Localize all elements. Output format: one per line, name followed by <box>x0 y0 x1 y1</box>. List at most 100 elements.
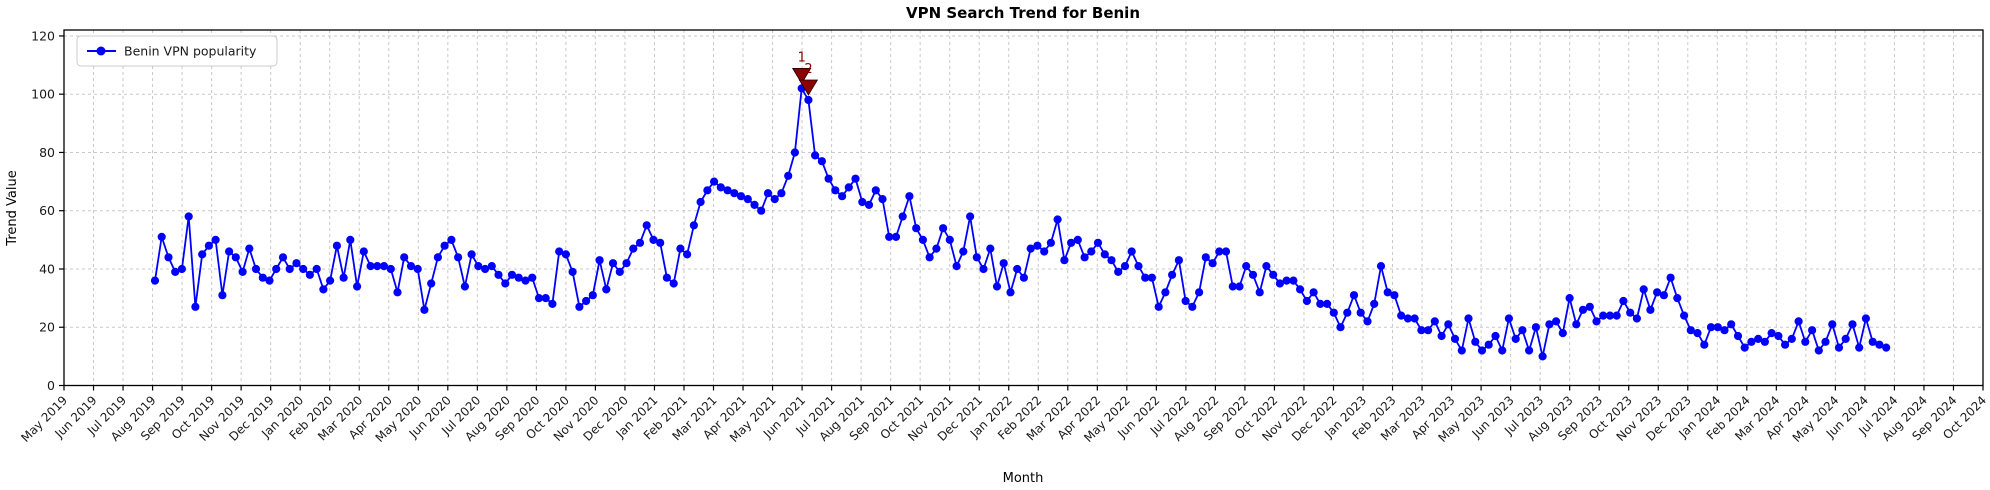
plot-border <box>63 29 1984 387</box>
data-point-marker <box>501 279 510 288</box>
data-point-marker <box>891 232 901 241</box>
data-point-marker <box>150 276 160 285</box>
data-point-marker <box>925 253 934 262</box>
data-point-marker <box>1013 264 1022 274</box>
data-point-marker <box>750 200 759 209</box>
data-point-marker <box>1053 215 1062 224</box>
y-tick-label: 0 <box>47 378 55 393</box>
data-point-marker <box>319 285 328 294</box>
data-point-marker <box>959 247 968 256</box>
data-point-marker <box>811 151 820 160</box>
data-point-marker <box>1356 308 1365 317</box>
data-point-marker <box>1572 320 1581 329</box>
data-point-marker <box>1040 247 1049 256</box>
data-point-marker <box>1221 247 1231 256</box>
data-point-marker <box>1545 320 1554 329</box>
data-point-marker <box>1107 256 1116 265</box>
data-point-marker <box>1558 329 1567 338</box>
data-point-marker <box>575 302 584 311</box>
data-point-marker <box>1316 299 1325 308</box>
y-tick-label: 60 <box>39 203 55 218</box>
data-point-marker <box>817 157 827 166</box>
data-point-marker <box>1006 288 1015 297</box>
data-point-marker <box>278 253 288 262</box>
data-point-marker <box>225 247 234 256</box>
data-point-marker <box>460 282 469 291</box>
data-point-marker <box>939 224 948 233</box>
data-point-marker <box>292 259 301 268</box>
data-point-marker <box>494 270 503 279</box>
data-point-marker <box>1242 262 1251 271</box>
data-point-marker <box>649 235 658 244</box>
data-point-marker <box>1632 314 1641 323</box>
annotations-layer: 12 <box>791 50 819 96</box>
data-point-marker <box>1215 247 1224 256</box>
data-point-marker <box>1605 311 1615 320</box>
data-point-marker <box>1450 334 1460 343</box>
x-axis-label: Month <box>1003 471 1044 486</box>
data-point-marker <box>1531 323 1540 332</box>
data-point-marker <box>905 192 914 201</box>
data-point-marker <box>406 262 416 271</box>
data-point-marker <box>1147 273 1156 282</box>
data-point-marker <box>1100 250 1109 259</box>
data-point-marker <box>1383 288 1392 297</box>
data-point-marker <box>1410 314 1419 323</box>
data-point-marker <box>1673 294 1682 303</box>
data-point-marker <box>1713 323 1722 332</box>
legend-marker-icon <box>96 46 106 56</box>
data-point-marker <box>534 294 544 303</box>
data-point-marker <box>1141 273 1150 282</box>
data-point-marker <box>1161 288 1170 297</box>
data-point-marker <box>440 241 449 250</box>
y-tick-label: 20 <box>39 320 55 335</box>
data-point-marker <box>1363 317 1372 326</box>
data-point-marker <box>454 253 463 262</box>
data-point-marker <box>177 264 186 274</box>
data-point-marker <box>1269 270 1278 279</box>
data-point-marker <box>1599 311 1608 320</box>
data-point-marker <box>1228 282 1237 291</box>
data-point-marker <box>1033 241 1042 250</box>
data-point-marker <box>1093 238 1103 247</box>
data-point-marker <box>1814 346 1823 355</box>
data-point-marker <box>1538 352 1547 361</box>
data-point-marker <box>986 244 995 253</box>
data-point-marker <box>204 241 213 250</box>
data-point-marker <box>265 276 274 285</box>
data-point-marker <box>386 264 395 274</box>
data-point-marker <box>1626 308 1635 317</box>
data-point-marker <box>1067 238 1076 247</box>
data-point-marker <box>568 267 577 276</box>
data-point-marker <box>1794 317 1803 326</box>
data-point-marker <box>1471 337 1480 346</box>
data-point-marker <box>251 264 261 274</box>
data-point-marker <box>1484 340 1493 349</box>
data-point-marker <box>999 259 1008 268</box>
data-point-marker <box>393 288 402 297</box>
data-point-marker <box>844 183 853 192</box>
data-point-marker <box>373 262 382 271</box>
data-point-marker <box>528 273 537 282</box>
data-point-marker <box>171 267 180 276</box>
data-point-marker <box>218 291 227 300</box>
y-axis-label: Trend Value <box>5 170 20 246</box>
data-point-marker <box>447 235 456 244</box>
data-point-marker <box>1437 331 1446 341</box>
data-point-marker <box>1120 262 1130 271</box>
data-point-marker <box>359 247 368 256</box>
data-point-marker <box>1875 340 1884 349</box>
data-point-marker <box>770 195 779 204</box>
data-point-marker <box>972 253 981 262</box>
data-point-marker <box>1168 270 1177 279</box>
data-point-marker <box>1019 273 1028 282</box>
axes <box>59 29 1984 391</box>
data-point-marker <box>272 264 281 274</box>
data-point-marker <box>1296 285 1305 294</box>
data-point-marker <box>467 250 476 259</box>
data-point-marker <box>898 212 907 221</box>
data-point-marker <box>1585 302 1594 311</box>
data-point-marker <box>635 238 645 247</box>
data-point-marker <box>514 273 523 282</box>
data-point-marker <box>804 95 813 105</box>
